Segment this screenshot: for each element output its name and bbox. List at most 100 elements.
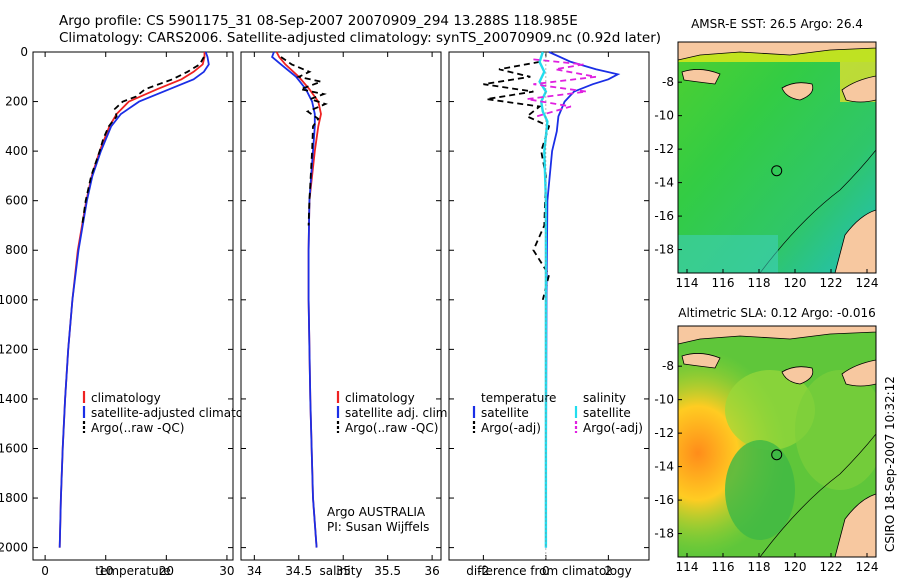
legend-salinity-satellite: satellite [583, 406, 631, 420]
map-y-tick-label: -16 [654, 493, 674, 507]
x-tick-label: -2 [477, 564, 489, 578]
legend-argo: Argo(..raw -QC) [345, 421, 438, 435]
sst-contour [759, 149, 876, 273]
y-tick-label: 1400 [0, 392, 28, 406]
y-tick-label: 1000 [0, 293, 28, 307]
sla-map-frame [677, 325, 877, 558]
legend-climatology: climatology [345, 391, 415, 405]
sla-low-anomaly [725, 440, 795, 540]
sst-land-sumba [781, 82, 814, 101]
series-line-argo-raw-qc- [81, 56, 205, 226]
map-y-tick-label: -18 [654, 243, 674, 257]
x-tick-label: 0 [41, 564, 49, 578]
sst-map-frame [677, 41, 877, 274]
sst-map: AMSR-E SST: 26.5 Argo: 26.4 114 116 118 120… [654, 17, 878, 290]
y-tick-label: 800 [5, 243, 28, 257]
x-tick-label: 10 [98, 564, 113, 578]
x-axis-label: temperature [95, 564, 170, 578]
sla-contour [759, 433, 876, 557]
x-tick-label: 2 [605, 564, 613, 578]
sst-map-title: AMSR-E SST: 26.5 Argo: 26.4 [691, 17, 863, 31]
y-tick-label: 1600 [0, 441, 28, 455]
x-tick-label: 0 [542, 564, 550, 578]
map-y-tick-label: -12 [654, 142, 674, 156]
legend-temperature-satellite: satellite [481, 406, 529, 420]
argo-australia-label: Argo AUSTRALIA [327, 505, 426, 519]
map-x-tick-label: 124 [856, 560, 879, 574]
map-x-tick-label: 114 [676, 276, 699, 290]
y-tick-label: 400 [5, 144, 28, 158]
map-x-tick-label: 122 [820, 276, 843, 290]
sla-mid-anomaly [725, 370, 815, 450]
y-tick-label: 1200 [0, 342, 28, 356]
sla-land-island [681, 353, 721, 369]
y-tick-label: 2000 [0, 541, 28, 555]
x-axis-label: difference from climatology [466, 564, 632, 578]
plot-frame [240, 51, 442, 561]
sla-map-title: Altimetric SLA: 0.12 Argo: -0.016 [678, 306, 875, 320]
y-tick-label: 0 [20, 45, 28, 59]
y-tick-label: 600 [5, 194, 28, 208]
x-tick-label: 36 [424, 564, 439, 578]
sst-cool-patch [678, 235, 778, 273]
series-line-satellite-adj-clim- [271, 51, 318, 548]
map-x-tick-label: 118 [748, 560, 771, 574]
y-tick-label: 1800 [0, 491, 28, 505]
series-line-salinity-satellite [538, 51, 549, 548]
map-y-tick-label: -8 [662, 75, 674, 89]
legend-argo: Argo(..raw -QC) [91, 421, 184, 435]
csiro-timestamp: CSIRO 18-Sep-2007 10:32:12 [883, 376, 897, 552]
map-y-tick-label: -10 [654, 109, 674, 123]
map-x-tick-label: 114 [676, 560, 699, 574]
legend-satellite-adjusted: satellite-adjusted climatology [91, 406, 269, 420]
x-tick-label: 35 [336, 564, 351, 578]
map-y-tick-label: -8 [662, 359, 674, 373]
map-y-tick-label: -16 [654, 209, 674, 223]
map-x-tick-label: 120 [784, 276, 807, 290]
map-x-tick-label: 120 [784, 560, 807, 574]
plot-frame [448, 51, 650, 561]
sst-land-java [678, 42, 876, 61]
sla-land-java [678, 326, 876, 345]
panel-salinity: 34 34.5 35 35.5 36 salinity climatologysatelli… [240, 51, 451, 578]
sla-land-timor [841, 359, 876, 387]
series-line-salinity-argo-adj- [526, 58, 597, 118]
x-tick-label: 34 [247, 564, 262, 578]
legend-salinity-argo: Argo(-adj) [583, 421, 643, 435]
map-y-tick-label: -14 [654, 176, 674, 190]
map-x-tick-label: 116 [712, 276, 735, 290]
sla-east-anomaly [795, 370, 876, 490]
sst-land-timor [841, 75, 876, 103]
map-y-tick-label: -10 [654, 393, 674, 407]
map-y-tick-label: -18 [654, 527, 674, 541]
plot-frame [32, 51, 234, 561]
x-tick-label: 34.5 [285, 564, 312, 578]
x-tick-label: 35.5 [374, 564, 401, 578]
sst-land-island [681, 69, 721, 85]
y-tick-label: 200 [5, 95, 28, 109]
sla-land-sumba [781, 366, 814, 385]
map-x-tick-label: 116 [712, 560, 735, 574]
map-x-tick-label: 118 [748, 276, 771, 290]
x-tick-label: 30 [219, 564, 234, 578]
x-tick-label: 20 [159, 564, 174, 578]
map-x-tick-label: 122 [820, 560, 843, 574]
series-line-temperature-argo-adj- [483, 61, 551, 301]
header-line-2: Climatology: CARS2006. Satellite-adjuste… [59, 30, 661, 46]
legend-salinity-header: salinity [583, 391, 626, 405]
legend-satellite-adj: satellite adj. clim. [345, 406, 451, 420]
legend-climatology: climatology [91, 391, 161, 405]
header-line-1: Argo profile: CS 5901175_31 08-Sep-2007 … [59, 13, 578, 29]
sla-argo-location [771, 449, 783, 461]
series-line-satellite-adjusted-climatology [58, 51, 210, 548]
map-x-tick-label: 124 [856, 276, 879, 290]
legend-temperature-header: temperature [481, 391, 556, 405]
map-y-tick-label: -12 [654, 426, 674, 440]
sla-map: Altimetric SLA: 0.12 Argo: -0.016 114 116… [654, 306, 879, 574]
sst-argo-location [771, 165, 783, 177]
x-axis-label: salinity [319, 564, 362, 578]
map-y-tick-label: -14 [654, 460, 674, 474]
legend-temperature-argo: Argo(-adj) [481, 421, 541, 435]
